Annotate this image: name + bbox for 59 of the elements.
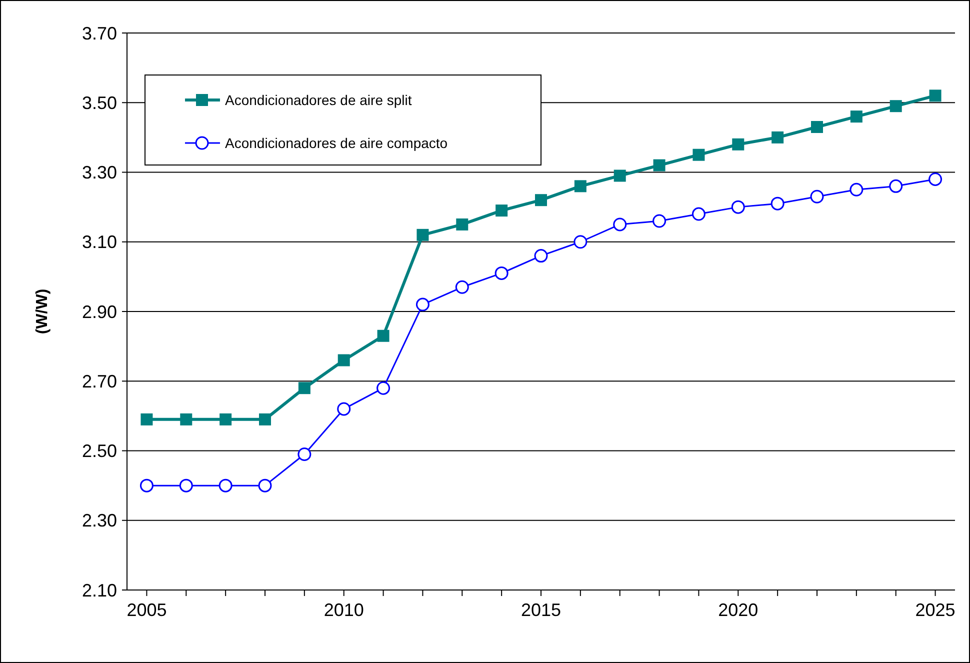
y-tick-label: 3.30 [82, 162, 117, 183]
point [613, 218, 627, 232]
y-tick-label: 3.10 [82, 232, 117, 252]
point [298, 382, 310, 394]
y-tick-label: 3.70 [82, 23, 117, 44]
point [298, 447, 312, 461]
point [496, 204, 508, 217]
point [889, 179, 903, 193]
point [652, 214, 666, 228]
point [140, 413, 153, 426]
point [456, 218, 468, 230]
point [770, 196, 784, 210]
x-tick-label: 2005 [126, 600, 167, 620]
point [259, 413, 271, 426]
legend-label: Acondicionadores de aire compacto [225, 134, 448, 151]
point [614, 170, 626, 182]
point [731, 200, 745, 214]
point [338, 354, 350, 366]
point [732, 138, 744, 150]
x-tick-label: 2010 [324, 600, 364, 620]
x-tick-label: 2025 [915, 600, 956, 620]
point [574, 180, 586, 192]
y-tick-label: 2.10 [82, 580, 117, 600]
point [416, 228, 429, 241]
point [772, 131, 784, 144]
point [337, 402, 351, 416]
y-tick-label: 2.30 [82, 510, 117, 531]
y-axis-title: (W/W) [34, 288, 51, 334]
point [455, 280, 469, 294]
point [928, 172, 942, 186]
point [376, 381, 390, 395]
point [574, 235, 588, 249]
point [692, 207, 706, 221]
point [218, 478, 232, 492]
point [179, 478, 193, 492]
y-tick-label: 3.50 [82, 92, 117, 113]
x-tick-label: 2015 [520, 600, 562, 620]
point [416, 298, 430, 312]
point [180, 413, 192, 426]
point [534, 249, 548, 263]
point [140, 478, 154, 492]
point [653, 159, 666, 172]
point [535, 194, 547, 206]
point [811, 120, 823, 133]
point [494, 266, 508, 280]
point [258, 478, 272, 492]
point [850, 182, 864, 196]
point [377, 330, 390, 342]
point [890, 100, 902, 112]
y-tick-label: 2.50 [82, 441, 117, 462]
x-tick-label: 2020 [718, 600, 758, 620]
point [929, 90, 942, 102]
point [810, 190, 824, 204]
point [850, 110, 862, 123]
point [220, 413, 232, 426]
legend-label: Acondicionadores de aire split [225, 92, 412, 108]
y-tick-label: 2.70 [82, 371, 117, 392]
y-tick-label: 2.90 [82, 302, 117, 322]
point [692, 148, 705, 161]
